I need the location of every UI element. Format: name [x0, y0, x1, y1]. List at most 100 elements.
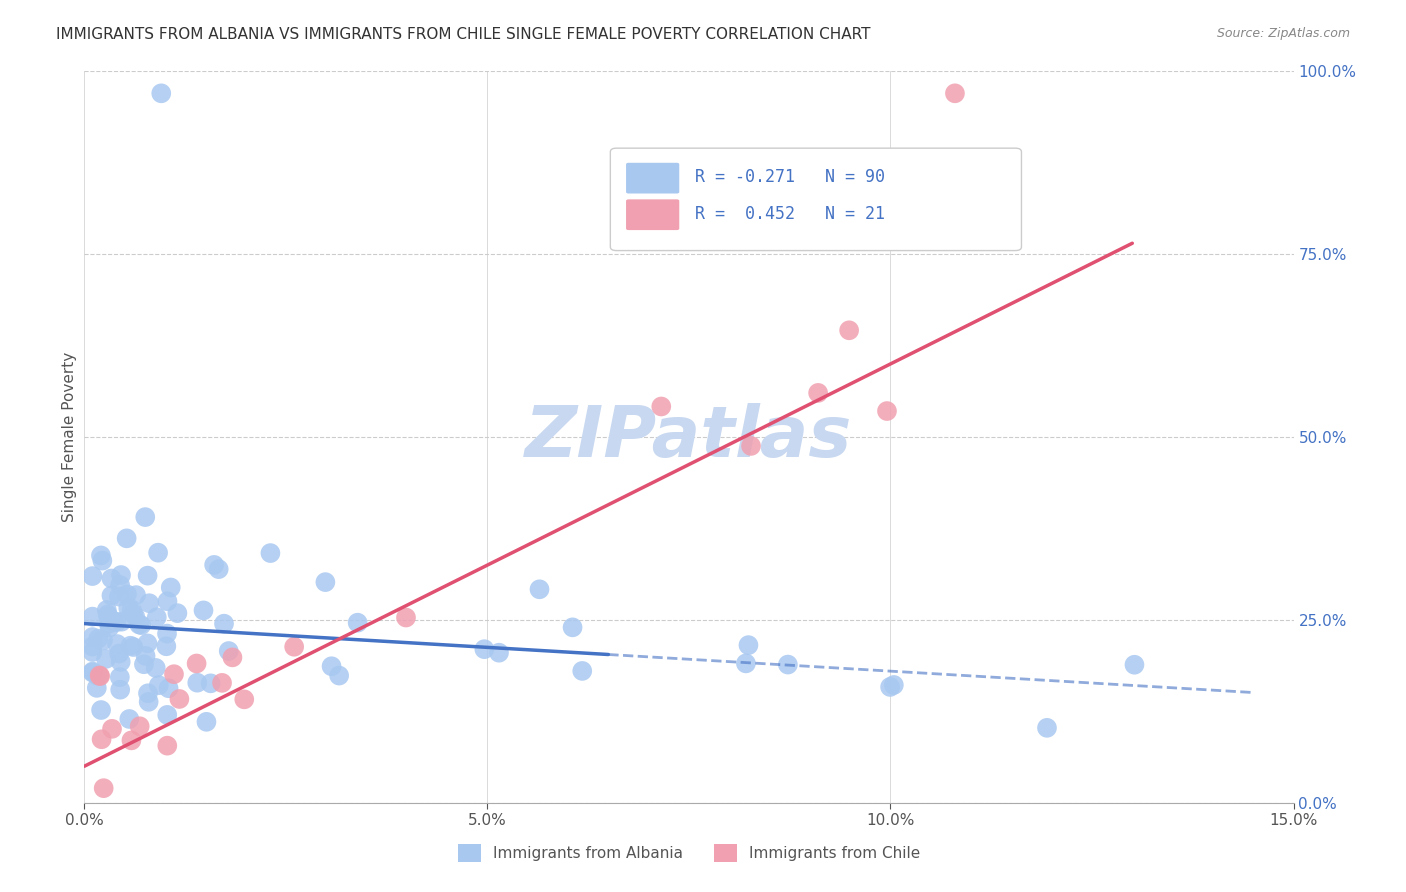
Point [735, 657, 758, 671]
Point [97, 607, 120, 622]
Point [259, 546, 281, 560]
Point [202, 558, 225, 572]
Point [328, 668, 350, 682]
Point [121, 602, 143, 616]
Point [283, 640, 305, 654]
Point [91, 553, 114, 567]
Point [115, 532, 138, 546]
Point [82, 665, 104, 679]
Point [159, 581, 181, 595]
Point [163, 667, 186, 681]
Point [82, 609, 104, 624]
Point [132, 657, 155, 672]
Point [128, 617, 150, 632]
Point [529, 582, 551, 597]
Point [166, 606, 188, 620]
Point [108, 682, 131, 697]
Point [169, 692, 191, 706]
Point [155, 640, 177, 654]
Point [883, 678, 905, 692]
Point [110, 615, 132, 629]
Point [115, 587, 138, 601]
Point [488, 646, 510, 660]
Point [472, 642, 495, 657]
Point [146, 546, 169, 560]
Point [86, 681, 108, 695]
Point [128, 719, 150, 733]
Y-axis label: Single Female Poverty: Single Female Poverty [62, 352, 77, 522]
Point [146, 610, 169, 624]
Point [125, 588, 148, 602]
Text: IMMIGRANTS FROM ALBANIA VS IMMIGRANTS FROM CHILE SINGLE FEMALE POVERTY CORRELATI: IMMIGRANTS FROM ALBANIA VS IMMIGRANTS FR… [56, 27, 870, 42]
Point [120, 639, 142, 653]
Point [103, 614, 125, 628]
Point [96, 603, 118, 617]
Point [86, 668, 108, 682]
Text: R = -0.271   N = 90: R = -0.271 N = 90 [695, 169, 884, 186]
Point [90, 732, 112, 747]
Point [108, 647, 131, 661]
Point [82, 630, 104, 644]
Point [135, 648, 157, 663]
Point [157, 681, 180, 696]
Point [193, 603, 215, 617]
Point [314, 575, 336, 590]
Point [100, 572, 122, 586]
Point [876, 404, 898, 418]
Point [561, 620, 583, 634]
Point [136, 568, 159, 582]
Point [94, 652, 117, 666]
Point [145, 661, 167, 675]
Point [1036, 721, 1059, 735]
Point [93, 781, 115, 796]
Point [138, 596, 160, 610]
Point [212, 616, 235, 631]
Point [148, 678, 170, 692]
Point [943, 87, 966, 101]
Point [150, 87, 173, 101]
Point [156, 594, 179, 608]
Point [91, 633, 114, 648]
Point [395, 610, 418, 624]
Point [82, 640, 104, 654]
Point [136, 636, 159, 650]
Point [108, 590, 131, 604]
Point [138, 695, 160, 709]
Point [737, 638, 759, 652]
Point [221, 650, 243, 665]
Point [186, 675, 208, 690]
Point [118, 712, 141, 726]
Point [82, 665, 104, 680]
Point [101, 722, 124, 736]
Point [122, 607, 145, 621]
Point [186, 657, 208, 671]
Point [124, 609, 146, 624]
Point [156, 626, 179, 640]
Point [233, 692, 256, 706]
Point [122, 640, 145, 654]
Point [82, 569, 104, 583]
Text: R =  0.452   N = 21: R = 0.452 N = 21 [695, 205, 884, 223]
Point [98, 616, 121, 631]
Point [218, 644, 240, 658]
Point [105, 615, 128, 629]
Point [156, 739, 179, 753]
Point [156, 707, 179, 722]
Point [120, 733, 142, 747]
Point [1123, 657, 1146, 672]
FancyBboxPatch shape [610, 148, 1022, 251]
Text: Source: ZipAtlas.com: Source: ZipAtlas.com [1216, 27, 1350, 40]
FancyBboxPatch shape [626, 199, 679, 230]
Point [740, 439, 762, 453]
Point [90, 549, 112, 563]
Point [211, 676, 233, 690]
Text: ZIPatlas: ZIPatlas [526, 402, 852, 472]
Legend: Immigrants from Albania, Immigrants from Chile: Immigrants from Albania, Immigrants from… [451, 838, 927, 868]
Point [89, 669, 111, 683]
Point [129, 618, 152, 632]
Point [110, 655, 132, 669]
Point [105, 637, 128, 651]
Point [838, 323, 860, 337]
FancyBboxPatch shape [626, 162, 679, 194]
Point [571, 664, 593, 678]
